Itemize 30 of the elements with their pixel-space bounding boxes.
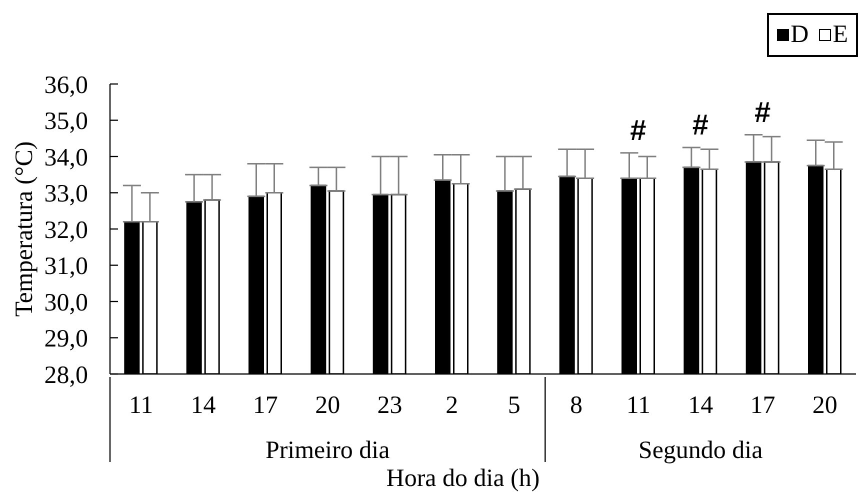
legend-label: D — [790, 20, 809, 50]
x-tick-label: 5 — [508, 392, 520, 419]
x-tick-label: 2 — [446, 392, 458, 419]
x-tick-label: 14 — [190, 392, 216, 419]
y-tick-label: 36,0 — [44, 72, 88, 99]
x-tick-label: 20 — [812, 392, 838, 419]
x-tick-label: 23 — [377, 392, 402, 419]
data-label: # — [692, 109, 708, 142]
text: Segundo dia — [638, 437, 763, 464]
x-tick-label: 8 — [570, 392, 582, 419]
x-tick-label: 11 — [626, 392, 650, 419]
x-tick-label: 14 — [688, 392, 714, 419]
x-tick-label: 11 — [129, 392, 154, 419]
y-tick-label: 32,0 — [44, 216, 88, 244]
y-tick-label: 29,0 — [44, 326, 88, 353]
x-tick-label: 17 — [750, 392, 776, 419]
legend-label: E — [832, 20, 848, 50]
data-label: # — [754, 96, 771, 129]
y-tick-label: 28,0 — [44, 362, 88, 389]
y-axis-title: Temperatura (°C) — [10, 141, 38, 317]
x-axis-title: Hora do dia (h) — [386, 465, 540, 492]
y-tick-label: 30,0 — [44, 289, 88, 316]
y-tick-label: 31,0 — [44, 253, 88, 280]
text: Primeiro dia — [265, 437, 390, 464]
x-tick-label: 20 — [315, 392, 340, 419]
data-label: # — [630, 114, 646, 147]
x-tick-label: 17 — [252, 392, 278, 419]
y-tick-label: 34,0 — [44, 144, 88, 172]
y-tick-label: 33,0 — [44, 180, 88, 208]
y-tick-label: 35,0 — [44, 108, 88, 136]
